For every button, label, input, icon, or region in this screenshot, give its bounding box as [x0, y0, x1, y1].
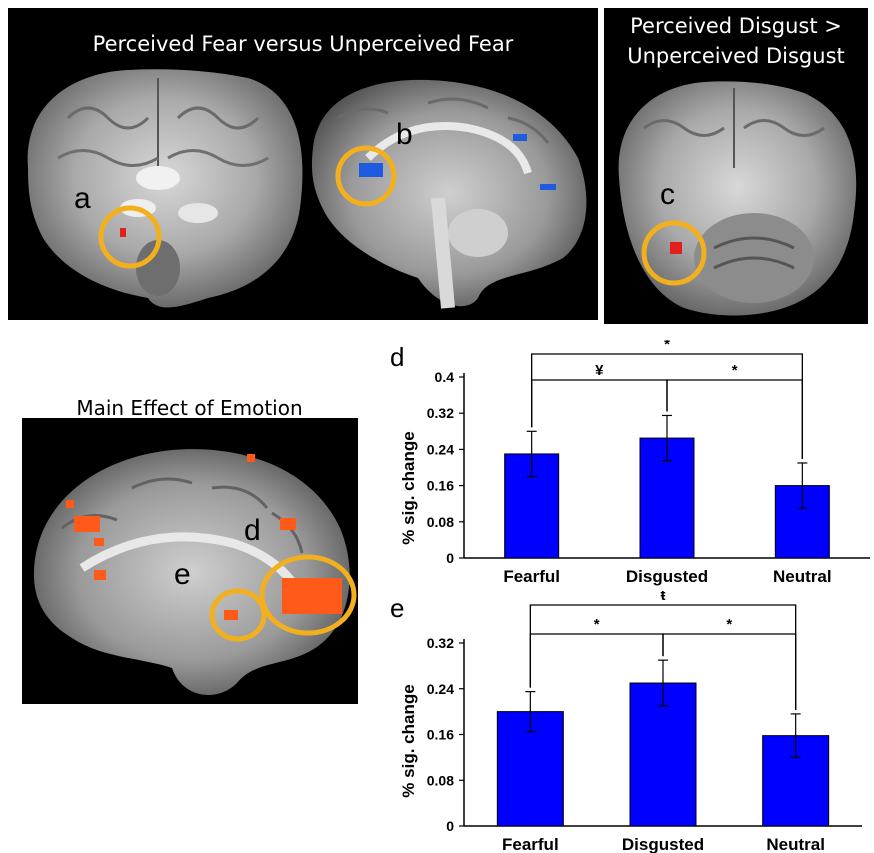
y-tick-label: 0 [446, 550, 454, 566]
disgust-contrast-title-line1: Perceived Disgust > [630, 14, 842, 38]
roi-circle-e [209, 588, 267, 642]
label-d: d [244, 514, 261, 547]
significance-label: ¥ [595, 362, 604, 379]
significance-bracket [529, 633, 664, 688]
significance-bracket [531, 353, 803, 459]
significance-bracket [531, 379, 668, 428]
panel-label-e: e [390, 593, 404, 623]
label-a: a [74, 182, 91, 215]
significance-label: * [726, 616, 732, 633]
significance-label: * [594, 616, 600, 633]
x-tick-label: Disgusted [622, 835, 704, 853]
significance-label: ŧ [661, 591, 666, 604]
y-tick-label: 0.08 [427, 772, 454, 788]
y-tick-label: 0 [446, 818, 454, 834]
roi-circle-d [259, 554, 357, 636]
y-tick-label: 0.4 [435, 369, 455, 385]
significance-bracket [529, 604, 797, 710]
fear-contrast-panel: Perceived Fear versus Unperceived Fear [8, 8, 598, 320]
y-tick-label: 0.32 [427, 405, 454, 421]
coronal-slice-a: a [27, 69, 303, 308]
y-tick-label: 0.08 [427, 514, 454, 530]
sagittal-slice-b: b [311, 79, 587, 309]
activation-b [359, 163, 383, 177]
chart-e: e % sig. change 0 0.08 0.16 0.24 0.32 Fearful… [390, 591, 862, 853]
disgust-brain-image: c [618, 81, 857, 316]
x-tick-label: Neutral [766, 835, 825, 853]
disgust-contrast-panel: Perceived Disgust > Unperceived Disgust … [604, 8, 868, 324]
y-tick-label: 0.24 [427, 441, 454, 457]
fear-brain-images: a b [27, 69, 587, 309]
roi-circle-b [335, 145, 397, 207]
activation-b2 [513, 134, 527, 141]
activation-c [670, 242, 682, 254]
roi-circle-c [641, 220, 707, 286]
significance-label: * [664, 340, 670, 353]
bar [629, 682, 697, 827]
label-c: c [660, 178, 675, 211]
roi-circle-a [98, 205, 162, 269]
label-b: b [396, 118, 413, 151]
y-tick-label: 0.32 [427, 635, 454, 651]
label-e: e [174, 558, 191, 591]
panel-label-d: d [390, 342, 404, 372]
activation-b3 [540, 184, 556, 190]
chart-e-ylabel: % sig. change [399, 684, 418, 797]
chart-d: d % sig. change 0 0.08 0.16 0.24 0.32 0.4 Fear… [390, 340, 870, 586]
chart-d-ylabel: % sig. change [399, 431, 418, 544]
y-tick-label: 0.16 [427, 478, 454, 494]
main-effect-title: Main Effect of Emotion [76, 396, 303, 420]
x-tick-label: Neutral [773, 567, 832, 586]
x-tick-label: Fearful [502, 835, 559, 853]
fear-contrast-title: Perceived Fear versus Unperceived Fear [92, 32, 514, 56]
activation-a [120, 228, 126, 237]
main-effect-brain-image: d e [33, 449, 357, 695]
significance-label: * [732, 362, 738, 379]
x-tick-label: Fearful [503, 567, 560, 586]
disgust-contrast-title-line2: Unperceived Disgust [627, 44, 845, 68]
y-tick-label: 0.16 [427, 727, 454, 743]
main-effect-panel: d e [22, 418, 358, 704]
x-tick-label: Disgusted [626, 567, 708, 586]
y-tick-label: 0.24 [427, 681, 454, 697]
